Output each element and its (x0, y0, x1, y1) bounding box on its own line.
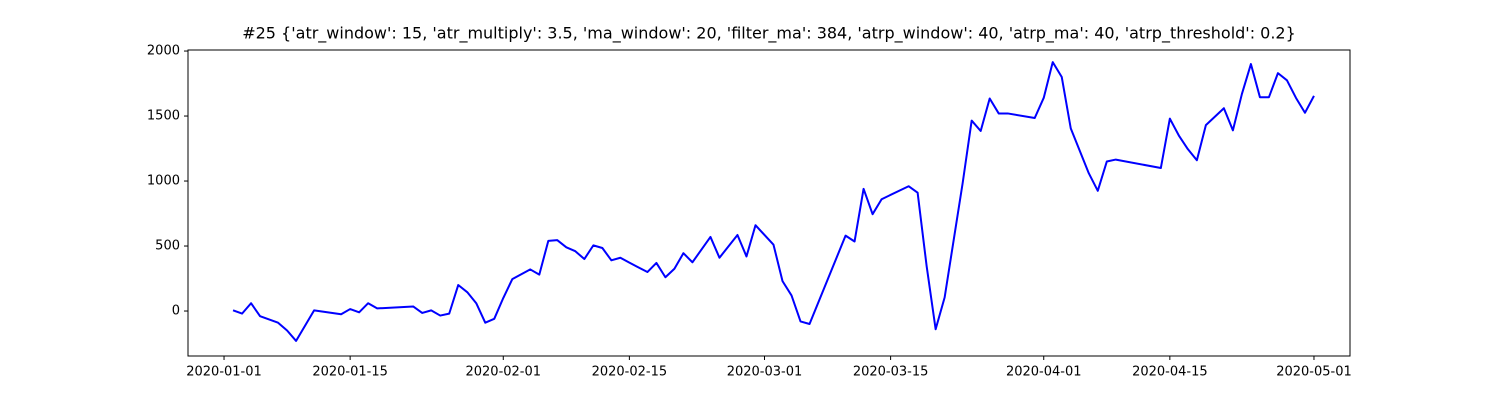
x-tick-label: 2020-03-01 (727, 365, 803, 380)
chart-title: #25 {'atr_window': 15, 'atr_multiply': 3… (242, 24, 1296, 44)
x-tick-label: 2020-04-15 (1132, 365, 1208, 380)
x-tick-label: 2020-01-15 (312, 365, 388, 380)
x-tick-label: 2020-03-15 (853, 365, 929, 380)
data-line (232, 61, 1315, 342)
plot-frame (187, 49, 1351, 357)
x-tick-label: 2020-05-01 (1276, 365, 1352, 380)
x-tick-label: 2020-01-01 (186, 365, 262, 380)
x-tick-label: 2020-04-01 (1006, 365, 1082, 380)
x-tick-label: 2020-02-01 (465, 365, 541, 380)
y-tick-label: 2000 (147, 44, 180, 59)
y-tick-label: 500 (155, 239, 180, 254)
y-tick-label: 1000 (147, 174, 180, 189)
x-tick-label: 2020-02-15 (592, 365, 668, 380)
y-tick-label: 0 (172, 304, 180, 319)
y-tick-label: 1500 (147, 109, 180, 124)
